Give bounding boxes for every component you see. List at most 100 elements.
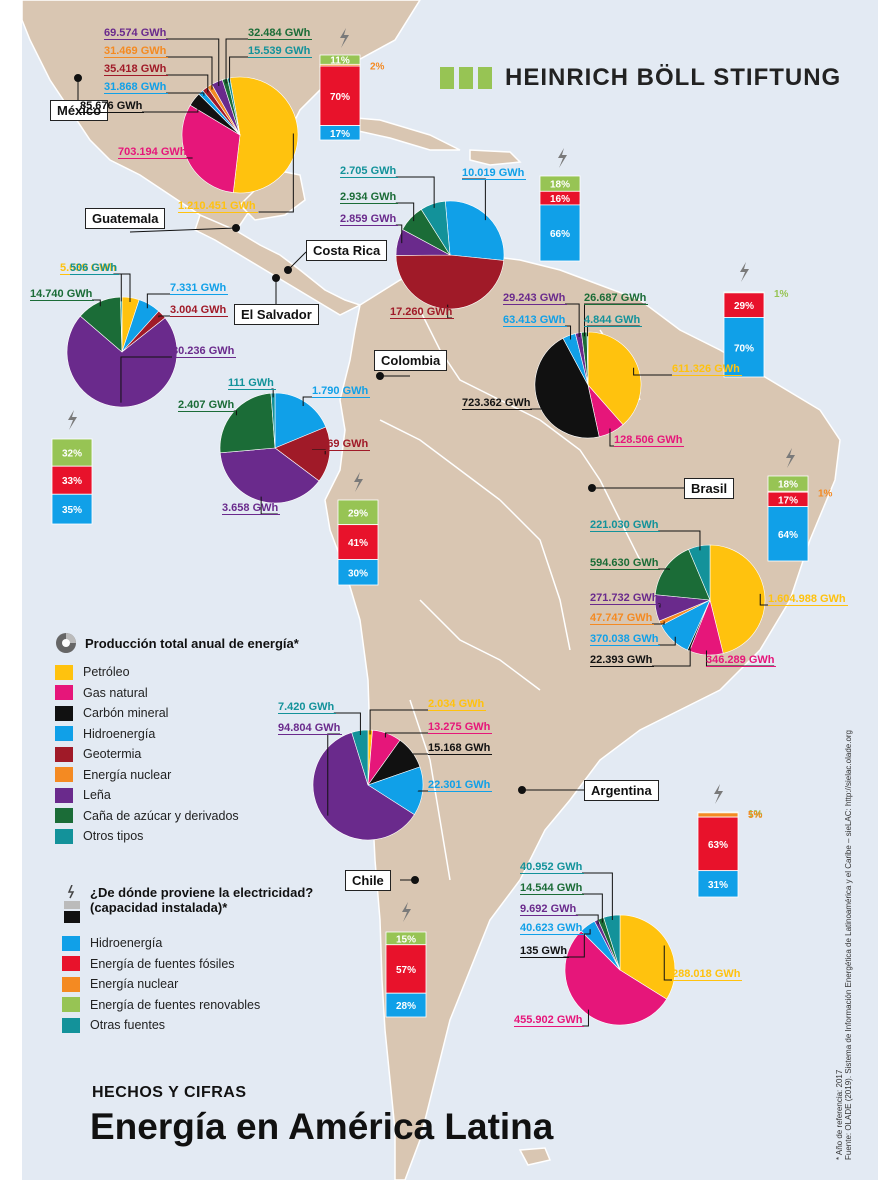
legend-production-item-swatch — [55, 787, 73, 803]
leader-line-colombia-petroleo — [633, 367, 672, 376]
bar-label-guatemala-capacidad-instalada-elec_renovable: 32% — [62, 449, 82, 460]
legend-production: Producción total anual de energía* Petró… — [55, 632, 299, 847]
legend-electricity-title-1: ¿De dónde proviene la electricidad? — [90, 885, 314, 900]
leader-line-chile-petroleo — [369, 709, 428, 735]
bar-label-argentina-capacidad-instalada-elec_hidro: 31% — [708, 880, 728, 891]
pie-brasil — [654, 544, 766, 656]
bar-segment-el-salvador-capacidad-instalada-elec_renovable — [337, 499, 379, 526]
leader-line-guatemala-hidroenergia — [146, 293, 170, 309]
legend-production-item-hidroenergia: Hidroenergía — [55, 724, 299, 745]
brand-logo-bars — [440, 67, 492, 89]
bar-segment-mexico-capacidad-instalada-elec_fosil — [319, 65, 361, 126]
source-note-year: * Año de referencia: 2017 — [835, 1069, 844, 1160]
brand-name: HEINRICH BÖLL STIFTUNG — [505, 64, 842, 91]
pie-label-colombia-otros: 4.844 GWh — [584, 314, 643, 327]
bar-segment-el-salvador-capacidad-instalada-elec_fosil — [337, 524, 379, 560]
pie-slice-mexico-petroleo — [229, 76, 299, 194]
legend-electricity-item-swatch — [62, 1017, 80, 1033]
location-connector — [129, 227, 237, 233]
bar-guatemala-capacidad-instalada: 32% 33% 35% — [51, 410, 93, 525]
bar-label-argentina-capacidad-instalada-elec_fosil: 63% — [708, 840, 728, 851]
bar-label-brasil-capacidad-instalada-elec_nuclear: 1% — [818, 488, 833, 499]
land-hispaniola — [469, 149, 522, 166]
pie-slice-el-salvador-hidroenergia — [274, 392, 327, 449]
leader-line-mexico-carbon — [142, 102, 199, 113]
pie-label-brasil-gas_natural: 346.289 GWh — [706, 654, 777, 667]
bar-segment-guatemala-capacidad-instalada-elec_renovable — [51, 438, 93, 467]
leader-line-el-salvador-hidroenergia — [302, 396, 312, 406]
legend-production-item-label: Caña de azúcar y derivados — [83, 808, 239, 823]
leader-line-brasil-otros — [658, 530, 701, 551]
pie-label-brasil-hidroenergia: 370.038 GWh — [590, 633, 661, 646]
pie-label-argentina-gas_natural: 455.902 GWh — [514, 1014, 585, 1027]
bar-segment-brasil-capacidad-instalada-elec_hidro — [767, 506, 809, 562]
legend-production-item-label: Energía nuclear — [83, 767, 172, 782]
pie-slice-colombia-carbon — [534, 337, 600, 439]
legend-production-item-swatch — [55, 828, 73, 844]
leader-line-mexico-cana — [225, 38, 248, 84]
pie-slice-chile-otros — [351, 729, 369, 786]
pie-slice-brasil-petroleo — [709, 544, 766, 654]
leader-line-brasil-carbon — [652, 646, 691, 667]
country-label-el-salvador: El Salvador — [234, 304, 319, 325]
pie-slice-argentina-gas_natural — [564, 930, 668, 1026]
country-label-brasil: Brasil — [684, 478, 735, 499]
pie-label-mexico-petroleo: 1.210.451 GWh — [178, 200, 258, 213]
pie-label-brasil-cana: 594.630 GWh — [590, 557, 661, 570]
bar-label-argentina-capacidad-instalada-elec_renovable: 1% — [748, 809, 763, 820]
pie-slice-chile-lena — [312, 732, 415, 841]
pie-label-colombia-cana: 26.687 GWh — [584, 292, 649, 305]
bar-segment-guatemala-capacidad-instalada-elec_hidro — [51, 493, 93, 525]
legend-electricity: ¿De dónde proviene la electricidad? (cap… — [62, 885, 313, 1036]
pie-slice-el-salvador-geotermia — [274, 426, 331, 482]
pie-label-chile-lena: 94.804 GWh — [278, 722, 343, 735]
bar-label-colombia-capacidad-instalada-elec_hidro: 70% — [734, 343, 754, 354]
leader-line-guatemala-geotermia — [158, 315, 170, 318]
leader-line-argentina-hidroenergia — [582, 929, 591, 935]
bar-segment-el-salvador-capacidad-instalada-elec_hidro — [337, 559, 379, 586]
leader-line-chile-gas_natural — [384, 732, 428, 738]
leader-line-argentina-carbon — [563, 934, 585, 958]
country-label-chile: Chile — [345, 870, 391, 891]
legend-production-title: Producción total anual de energía* — [85, 635, 299, 651]
bar-label-colombia-capacidad-instalada-elec_fosil: 29% — [734, 301, 754, 312]
leader-line-costa-rica-otros — [395, 176, 435, 208]
legend-electricity-item-elec_hidro: Hidroenergía — [62, 933, 313, 954]
bar-label-colombia-capacidad-instalada-elec_renovable: 1% — [774, 289, 789, 300]
pie-slice-guatemala-lena — [66, 315, 178, 408]
country-label-colombia: Colombia — [374, 350, 448, 371]
pie-label-mexico-hidroenergia: 31.868 GWh — [104, 81, 169, 94]
land-central-america — [194, 213, 362, 316]
bar-segment-mexico-capacidad-instalada-elec_hidro — [319, 125, 361, 141]
bar-segment-colombia-capacidad-instalada-elec_fosil — [723, 292, 765, 318]
pie-label-el-salvador-geotermia: 1.569 GWh — [312, 438, 371, 451]
lightning-icon — [714, 784, 723, 804]
bar-costa-rica-capacidad-instalada: 18% 16% 66% — [539, 148, 581, 262]
pie-slice-brasil-cana — [654, 548, 711, 601]
pie-label-mexico-carbon: 85.676 GWh — [80, 100, 145, 113]
bar-chile-capacidad-instalada: 15% 57% 28% — [385, 902, 427, 1018]
leader-line-argentina-otros — [582, 872, 613, 920]
lightning-icon — [740, 262, 749, 282]
pie-charts — [66, 76, 766, 1026]
footer-title: Energía en América Latina — [90, 1106, 554, 1147]
pie-label-argentina-hidroenergia: 40.623 GWh — [520, 922, 585, 935]
pie-slice-brasil-otros — [688, 544, 711, 601]
bar-el-salvador-capacidad-instalada: 29% 41% 30% — [337, 472, 379, 586]
pie-guatemala — [66, 296, 178, 408]
pie-label-colombia-gas_natural: 128.506 GWh — [614, 434, 685, 447]
pie-label-el-salvador-hidroenergia: 1.790 GWh — [312, 385, 371, 398]
location-connector — [287, 251, 307, 271]
pie-label-brasil-lena: 271.732 GWh — [590, 592, 661, 605]
bar-label-guatemala-capacidad-instalada-elec_hidro: 35% — [62, 505, 82, 516]
bar-label-mexico-capacidad-instalada-elec_hidro: 17% — [330, 129, 350, 140]
pie-slice-el-salvador-cana — [219, 392, 276, 454]
legend-production-item-geotermia: Geotermia — [55, 744, 299, 765]
country-label-mexico: México — [50, 100, 109, 121]
source-note: * Año de referencia: 2017 Fuente: OLADE … — [835, 730, 853, 1160]
legend-electricity-item-label: Otras fuentes — [90, 1018, 166, 1033]
legend-electricity-item-label: Energía de fuentes renovables — [90, 997, 261, 1012]
bar-segment-chile-capacidad-instalada-elec_hidro — [385, 992, 427, 1018]
country-label-costa-rica: Costa Rica — [306, 240, 388, 261]
legend-electricity-item-label: Energía nuclear — [90, 977, 179, 992]
